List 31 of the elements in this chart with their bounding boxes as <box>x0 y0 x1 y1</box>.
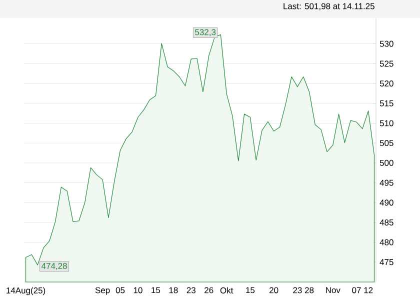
y-tick-label: 490 <box>380 200 394 206</box>
y-tick-label: 525 <box>380 60 394 67</box>
y-tick-label: 495 <box>380 180 394 186</box>
x-tick-label: Sep <box>95 287 110 295</box>
x-tick-label: 23 <box>186 287 196 294</box>
x-tick-label: 14Aug(25) <box>6 287 46 296</box>
x-tick-label: 10 <box>134 287 142 294</box>
y-tick-label: 505 <box>380 140 394 146</box>
x-tick-label: 23 <box>293 287 302 294</box>
y-tick-label: 515 <box>380 100 394 106</box>
x-tick-label: 20 <box>270 287 278 294</box>
y-tick-label: 510 <box>380 120 394 126</box>
y-tick-label: 485 <box>380 219 394 226</box>
y-tick-label: 520 <box>380 80 394 87</box>
x-tick-label: Nov <box>326 287 340 294</box>
x-tick-label: Okt <box>220 287 234 294</box>
x-tick-label: 18 <box>169 287 178 294</box>
text: Last: 501,98 at 14.11.25 <box>284 3 374 10</box>
y-tick-label: 480 <box>380 239 394 246</box>
x-tick-label: 12 <box>364 287 373 294</box>
x-tick-label: 26 <box>204 287 214 294</box>
x-tick-label: 05 <box>116 287 125 294</box>
y-tick-label: 475 <box>380 259 394 266</box>
x-tick-label: 07 <box>352 287 361 294</box>
x-tick-label: 15 <box>246 287 255 294</box>
y-tick-label: 500 <box>380 160 394 166</box>
annotation: 532,3 <box>195 29 216 36</box>
y-tick-label: 530 <box>380 40 394 47</box>
x-tick-label: 15 <box>152 287 160 294</box>
annotation: 474,28 <box>41 262 67 270</box>
x-tick-label: 28 <box>304 287 314 294</box>
